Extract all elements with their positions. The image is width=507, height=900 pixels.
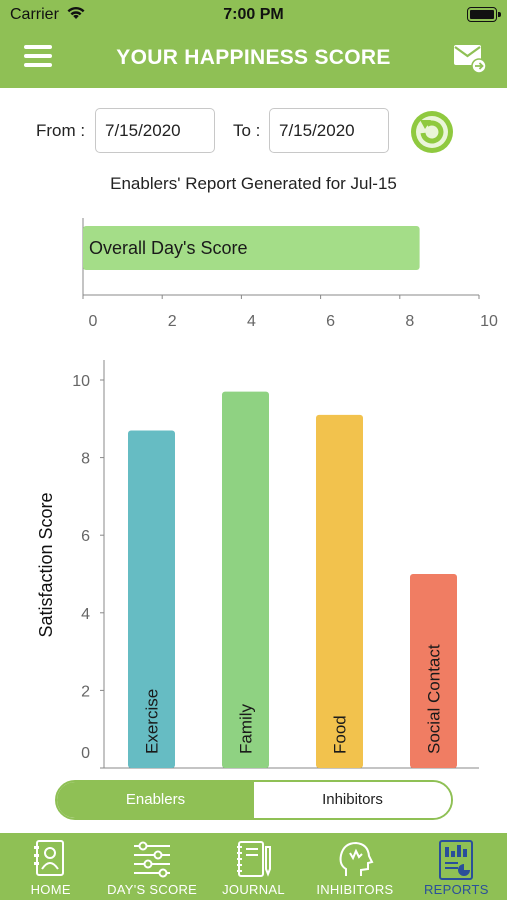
x-tick-label: 10 bbox=[480, 313, 498, 330]
bar-label: Family bbox=[237, 703, 256, 754]
status-time: 7:00 PM bbox=[223, 6, 284, 23]
battery-icon bbox=[467, 7, 501, 22]
x-tick-label: 0 bbox=[89, 313, 98, 330]
to-label: To : bbox=[233, 121, 261, 140]
overall-score-bar-label: Overall Day's Score bbox=[89, 238, 247, 258]
carrier-label: Carrier bbox=[10, 6, 59, 23]
to-date-field[interactable]: 7/15/2020 bbox=[269, 108, 389, 153]
menu-button[interactable] bbox=[24, 45, 52, 67]
y-tick-label: 0 bbox=[81, 745, 90, 762]
app-header: YOUR HAPPINESS SCORE bbox=[0, 30, 507, 88]
tab-bar: HOME DAY'S SCORE JOURNAL bbox=[0, 833, 507, 900]
from-date-field[interactable]: 7/15/2020 bbox=[95, 108, 215, 153]
y-tick-label: 4 bbox=[81, 606, 90, 623]
from-label: From : bbox=[36, 121, 86, 140]
status-bar: Carrier 7:00 PM bbox=[0, 0, 507, 30]
tab-days-score-label: DAY'S SCORE bbox=[107, 882, 198, 897]
reports-icon bbox=[439, 840, 474, 880]
overall-score-chart: 0 2 4 6 8 10 Overall Day's Score bbox=[82, 218, 498, 330]
tab-journal-label: JOURNAL bbox=[222, 882, 285, 897]
report-title: Enablers' Report Generated for Jul-15 bbox=[110, 174, 397, 193]
bar-exercise bbox=[128, 430, 175, 768]
x-tick-label: 8 bbox=[405, 313, 414, 330]
page-title: YOUR HAPPINESS SCORE bbox=[116, 46, 391, 69]
tab-journal[interactable]: JOURNAL bbox=[203, 833, 304, 900]
bar-social-contact bbox=[410, 574, 457, 768]
wifi-icon bbox=[67, 6, 85, 19]
bar-family bbox=[222, 391, 269, 768]
y-axis-label: Satisfaction Score bbox=[36, 492, 56, 637]
sliders-icon bbox=[134, 841, 171, 878]
head-icon bbox=[339, 841, 374, 876]
segment-inhibitors[interactable]: Inhibitors bbox=[254, 782, 451, 818]
enablers-inhibitors-segment: Enablers Inhibitors bbox=[55, 780, 453, 820]
tab-home[interactable]: HOME bbox=[0, 833, 101, 900]
y-tick-label: 8 bbox=[81, 451, 90, 468]
y-tick-label: 10 bbox=[72, 373, 90, 390]
segment-enablers[interactable]: Enablers bbox=[57, 782, 254, 818]
x-tick-label: 6 bbox=[326, 313, 335, 330]
notebook-icon bbox=[236, 841, 271, 877]
y-tick-label: 6 bbox=[81, 528, 90, 545]
bar-food bbox=[316, 414, 363, 768]
tab-home-label: HOME bbox=[30, 882, 71, 897]
mail-forward-icon[interactable] bbox=[453, 42, 487, 74]
tab-inhibitors-label: INHIBITORS bbox=[316, 882, 394, 897]
satisfaction-chart: 0 2 4 6 8 10 Satisfaction Score Exercise Family F… bbox=[36, 360, 479, 769]
hamburger-line-icon bbox=[24, 54, 52, 58]
x-tick-label: 4 bbox=[247, 313, 256, 330]
tab-reports[interactable]: REPORTS bbox=[406, 833, 507, 900]
y-tick-label: 2 bbox=[81, 683, 90, 700]
refresh-icon[interactable] bbox=[410, 110, 454, 154]
x-tick-label: 2 bbox=[168, 313, 177, 330]
home-profile-icon bbox=[33, 840, 64, 876]
hamburger-line-icon bbox=[24, 45, 52, 49]
tab-reports-label: REPORTS bbox=[423, 882, 489, 897]
bar-label: Social Contact bbox=[425, 644, 444, 754]
tab-inhibitors[interactable]: INHIBITORS bbox=[304, 833, 405, 900]
tab-days-score[interactable]: DAY'S SCORE bbox=[101, 833, 202, 900]
hamburger-line-icon bbox=[24, 63, 52, 67]
bar-label: Food bbox=[331, 715, 350, 754]
overall-score-bar bbox=[83, 226, 420, 270]
bar-label: Exercise bbox=[143, 689, 162, 754]
